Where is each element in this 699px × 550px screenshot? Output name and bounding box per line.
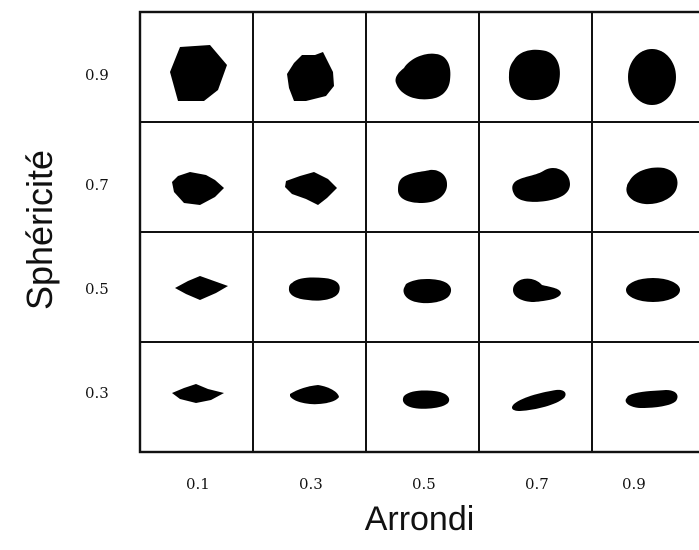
grain-subangular-high-sphericity (287, 52, 334, 101)
x-axis-title: Arrondi (364, 500, 475, 538)
row-label: 0.7 (85, 176, 109, 194)
grain-subrounded-high-sphericity (395, 53, 451, 100)
grain-subangular-low-sphericity (290, 385, 339, 405)
grain-rounded-high-sphericity (508, 49, 560, 101)
grain-subangular-med-high-sphericity (285, 172, 337, 205)
grain-wellrounded-med-high-sphericity (626, 167, 678, 205)
col-label: 0.7 (525, 475, 549, 493)
grain-angular-med-high-sphericity (172, 172, 224, 205)
grain-subrounded-med-high-sphericity (398, 169, 448, 203)
grain-angular-high-sphericity (170, 45, 227, 101)
grain-subrounded-low-sphericity (402, 390, 450, 409)
grain-rounded-med-high-sphericity (512, 167, 570, 202)
col-label: 0.9 (622, 475, 646, 493)
grain-wellrounded-high-sphericity (628, 49, 676, 105)
grain-row-0.5 (175, 276, 680, 304)
grain-subangular-med-sphericity (288, 277, 340, 301)
grain-row-0.3 (172, 384, 678, 411)
col-label: 0.5 (412, 475, 436, 493)
grain-wellrounded-med-sphericity (626, 278, 680, 302)
row-label: 0.9 (85, 66, 109, 84)
grain-row-0.7 (172, 167, 678, 205)
grain-angular-low-sphericity (172, 384, 224, 403)
grain-row-0.9 (170, 45, 676, 105)
grain-rounded-low-sphericity (512, 389, 566, 411)
row-label: 0.5 (85, 280, 109, 298)
grain-angular-med-sphericity (175, 276, 228, 300)
grain-rounded-med-sphericity (513, 278, 561, 302)
row-label: 0.3 (85, 384, 109, 402)
col-label: 0.1 (186, 475, 210, 493)
col-label: 0.3 (299, 475, 323, 493)
grain-subrounded-med-sphericity (403, 279, 452, 304)
grain-wellrounded-low-sphericity (625, 390, 678, 408)
